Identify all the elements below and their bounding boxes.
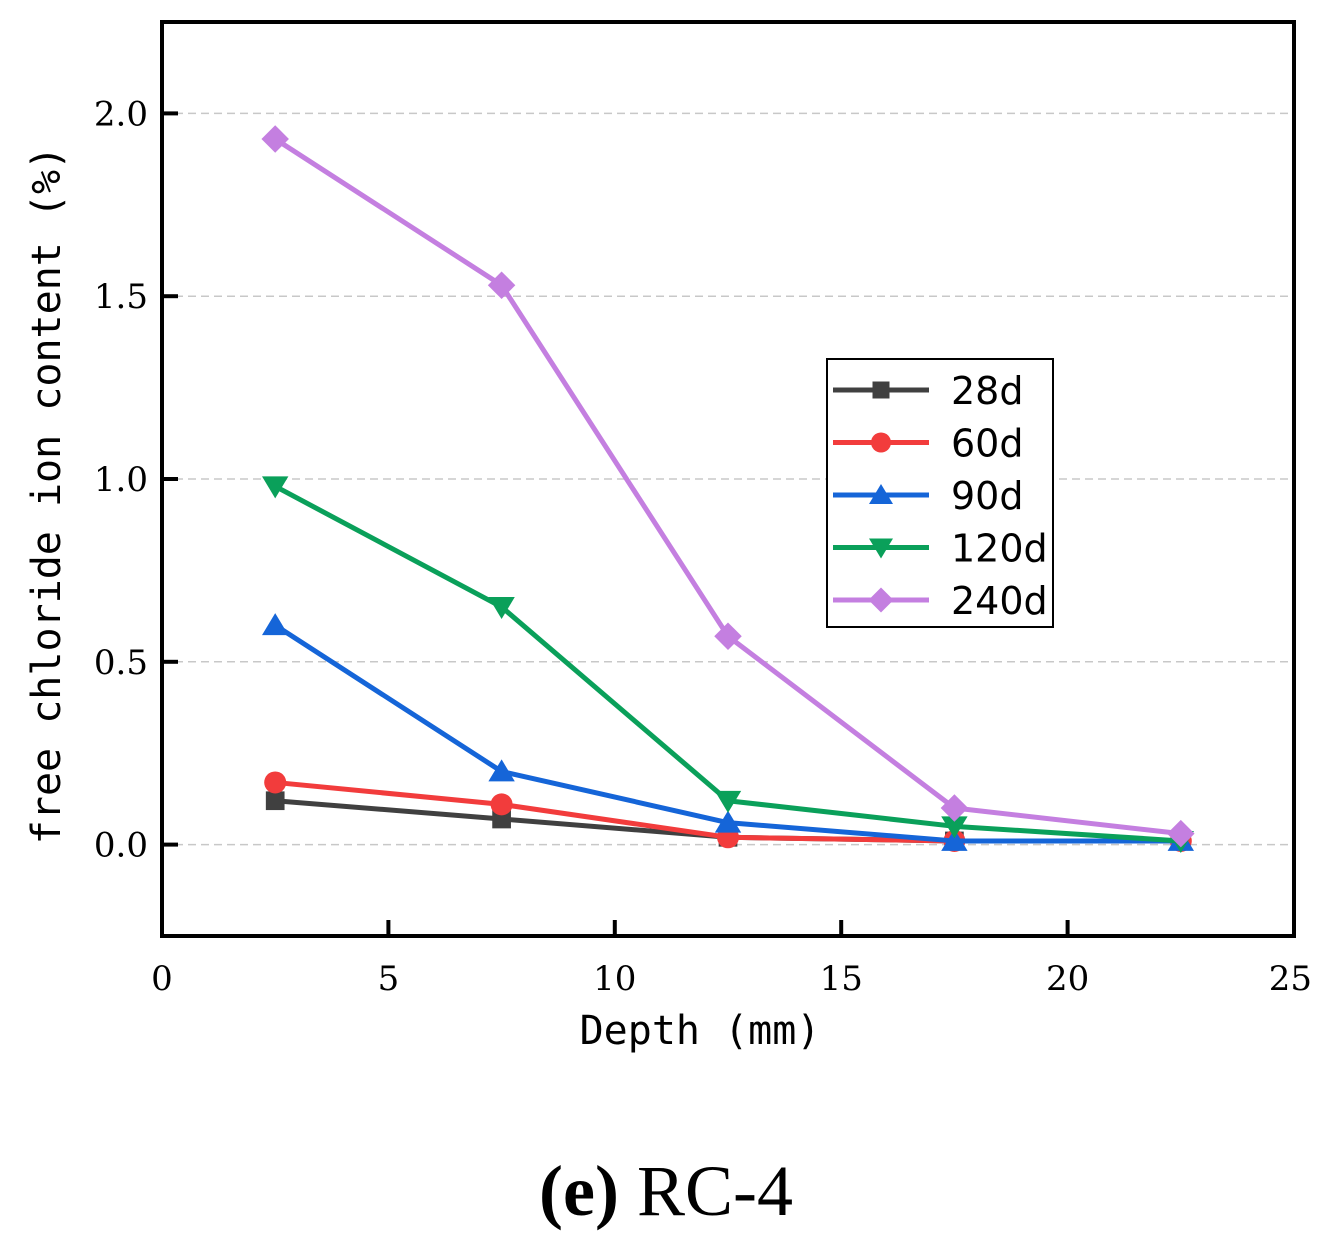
grid-lines xyxy=(162,112,1294,846)
legend-label: 240d xyxy=(951,579,1048,623)
data-point xyxy=(488,759,515,782)
legend-marker xyxy=(868,587,894,613)
data-point xyxy=(262,613,289,636)
legend-marker xyxy=(869,538,893,559)
x-tick-label: 15 xyxy=(820,959,863,999)
y-tick-label: 1.0 xyxy=(94,460,148,500)
series-layer xyxy=(261,125,1195,854)
data-point xyxy=(941,828,968,851)
x-tick-label: 20 xyxy=(1046,959,1089,999)
legend-marker xyxy=(872,381,890,399)
data-point xyxy=(940,794,969,822)
x-tick-label: 5 xyxy=(378,959,400,999)
data-point xyxy=(261,125,289,153)
x-tick-label: 0 xyxy=(151,959,173,999)
line-chart: 0.00.51.01.52.00 5 10 15 20 25 28d60d90d120d2… xyxy=(24,20,1312,1054)
y-axis-label: free chloride ion content (%) xyxy=(24,146,70,844)
y-tick-label: 2.0 xyxy=(94,94,148,134)
data-point xyxy=(714,622,742,650)
legend-label: 28d xyxy=(951,369,1023,413)
x-tick-label: 10 xyxy=(593,959,636,999)
legend-label: 60d xyxy=(951,422,1023,466)
legend-marker xyxy=(869,484,893,504)
data-point xyxy=(714,810,742,833)
y-tick-label: 0.0 xyxy=(94,826,148,866)
data-point xyxy=(262,476,289,499)
data-point xyxy=(1167,819,1195,848)
data-point xyxy=(265,791,285,811)
data-point xyxy=(488,597,515,620)
data-point xyxy=(487,271,516,299)
axes: 0.0 0.5 1.0 1.5 2.0 0 5 10 15 20 25 xyxy=(94,94,1312,999)
legend-label: 120d xyxy=(951,527,1048,571)
x-tick-label: 25 xyxy=(1269,959,1312,999)
data-point xyxy=(714,790,742,813)
x-axis-label: Depth (mm) xyxy=(580,1008,821,1054)
y-tick-label: 1.5 xyxy=(94,277,148,317)
legend-marker xyxy=(871,432,891,453)
series-240d xyxy=(261,125,1195,848)
caption-letter: (e) xyxy=(539,1151,619,1231)
legend: 28d 60d 90d 120d 240d xyxy=(826,358,1054,628)
y-tick-label: 0.5 xyxy=(94,643,148,683)
caption-label: RC-4 xyxy=(636,1151,793,1231)
data-point xyxy=(941,816,968,839)
legend-label: 90d xyxy=(951,474,1023,518)
figure-caption: (e) RC-4 xyxy=(0,1150,1332,1233)
data-point xyxy=(264,771,287,794)
data-point xyxy=(490,793,513,816)
